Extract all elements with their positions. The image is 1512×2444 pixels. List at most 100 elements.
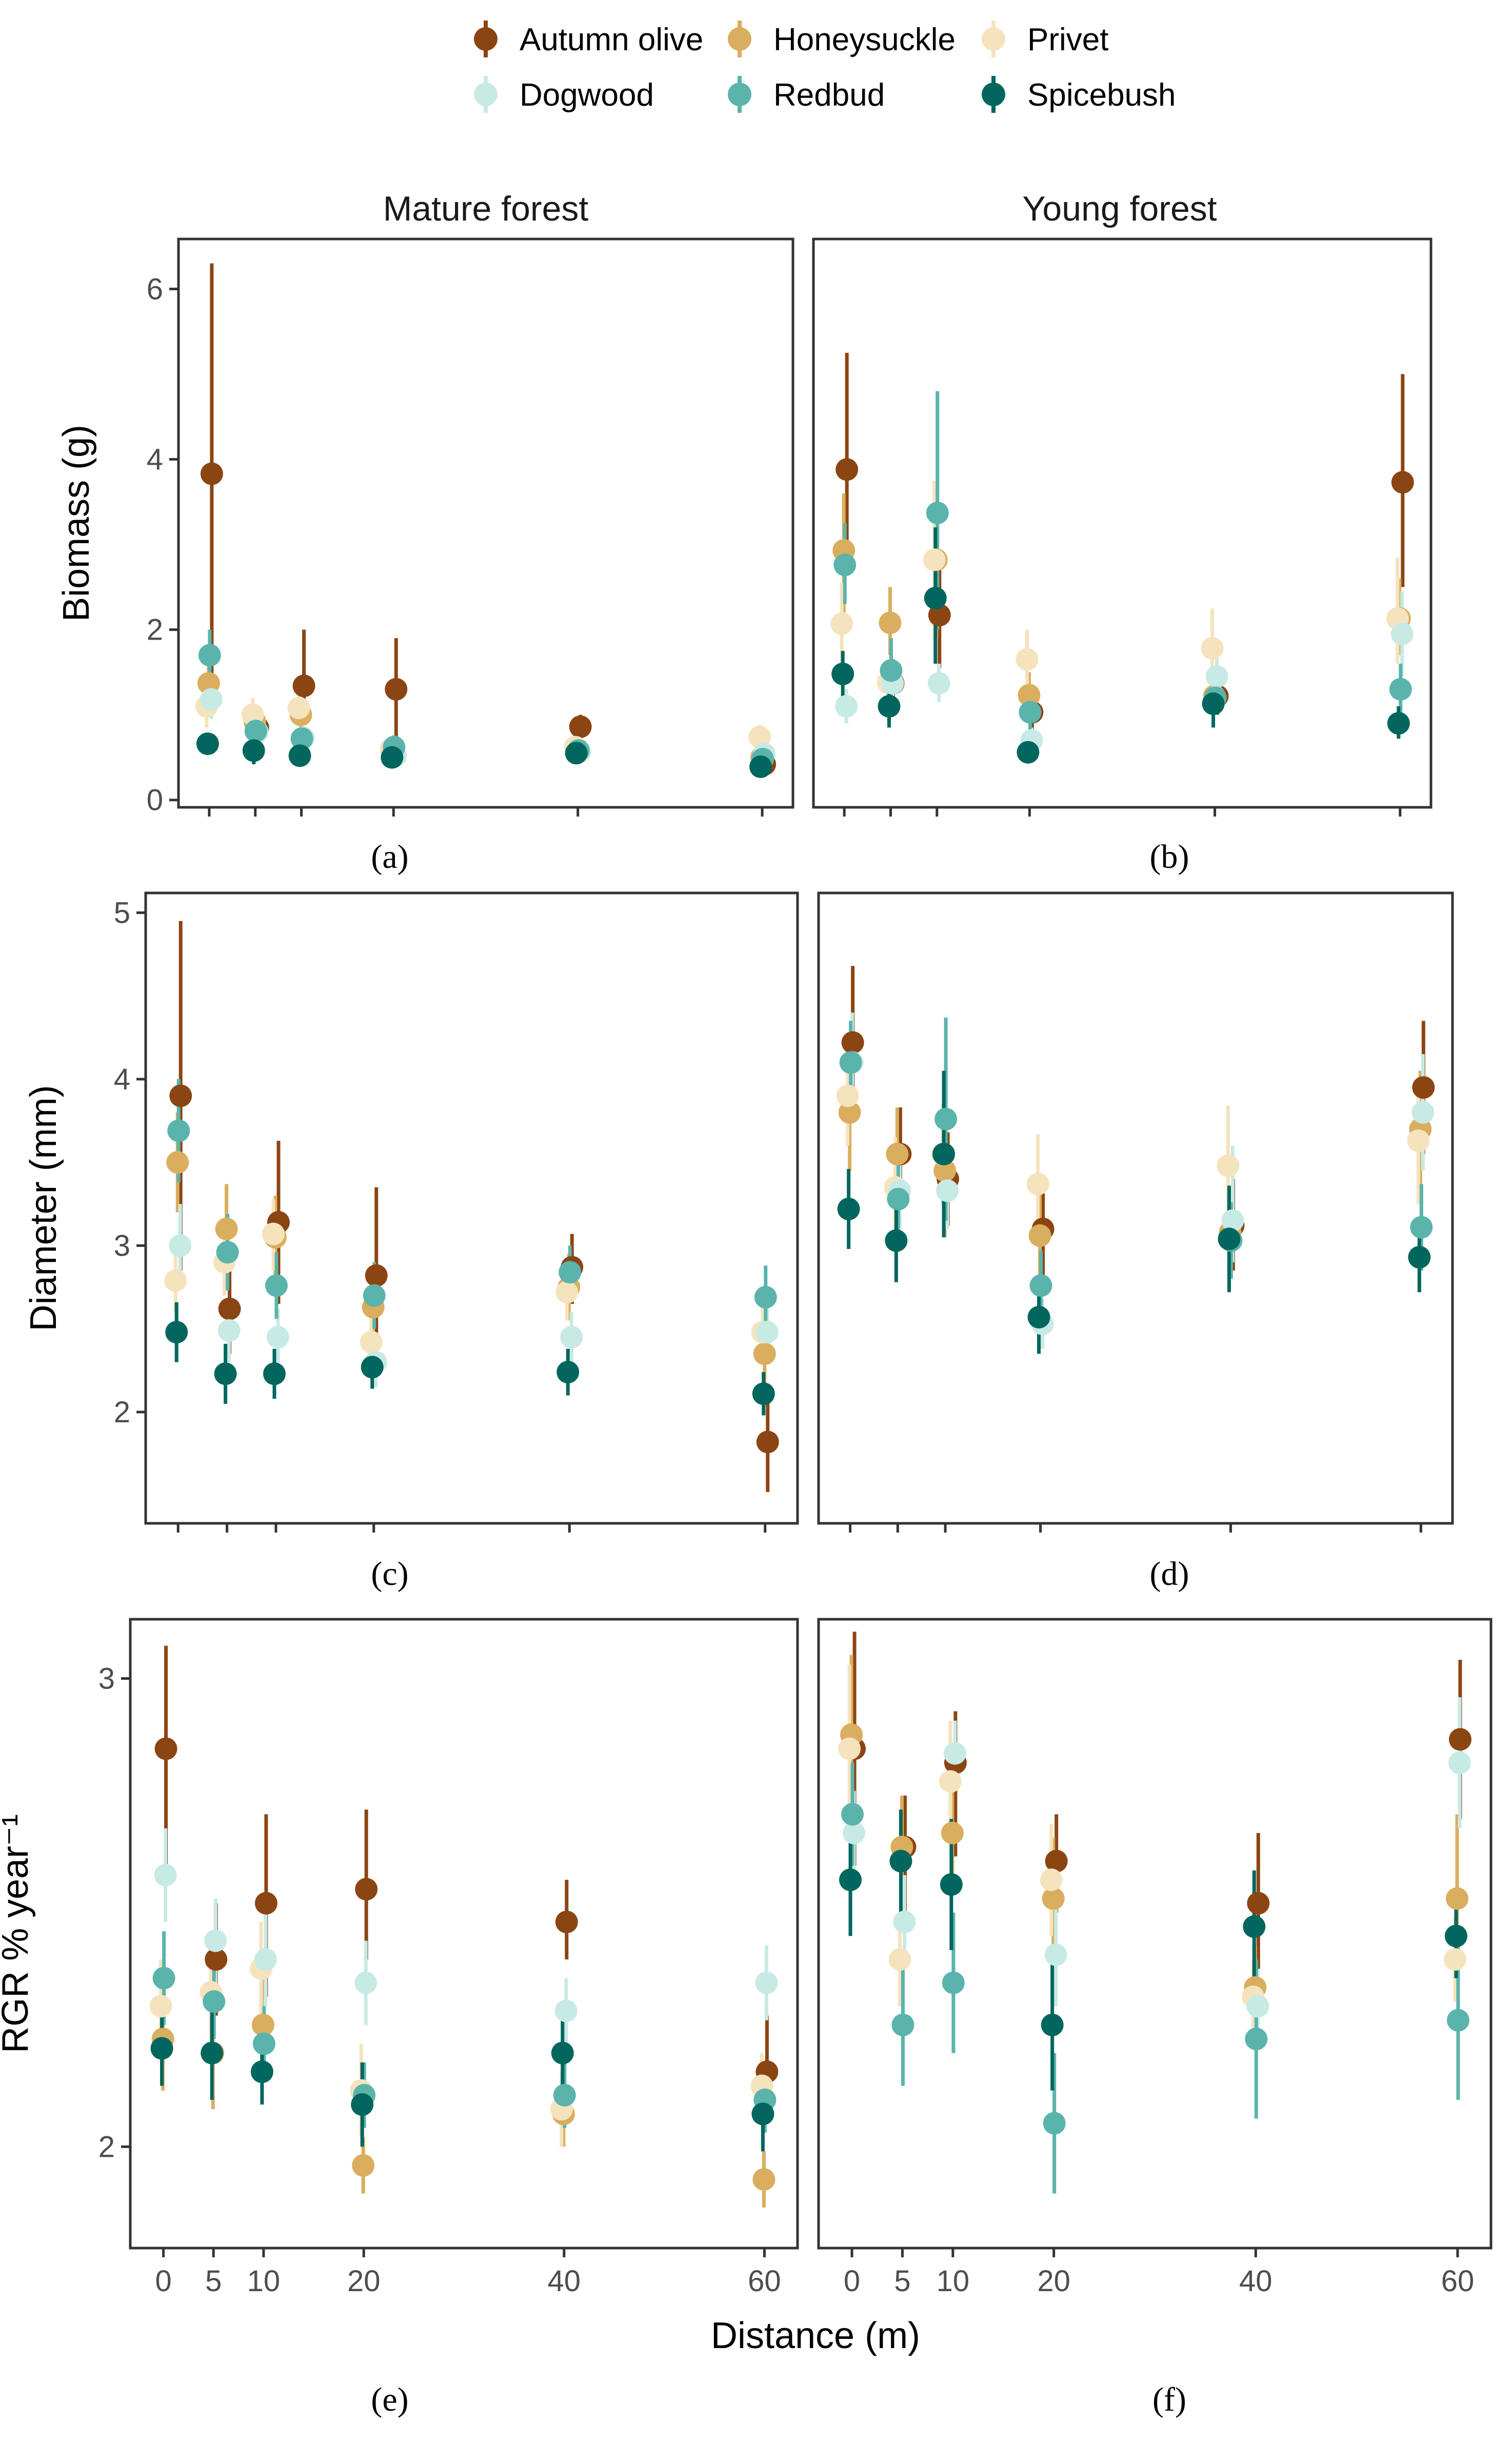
x-tick-label: 60 <box>748 2264 781 2298</box>
data-point <box>164 1269 187 1292</box>
points-spicebush <box>839 1850 1467 2036</box>
y-tick-label: 0 <box>147 784 163 817</box>
data-point <box>254 1892 277 1915</box>
points-spicebush <box>150 2037 774 2125</box>
data-point <box>149 1995 172 2018</box>
y-axis-title: RGR % year⁻¹ <box>0 1814 36 2053</box>
panel-letters: (a) (b) (c) (d) (e) (f) <box>371 838 1189 2418</box>
series-autumn-olive <box>210 263 767 770</box>
data-point <box>1407 1129 1430 1153</box>
points-autumn-olive <box>200 462 777 776</box>
data-point <box>215 1218 238 1241</box>
legend-label: Dogwood <box>520 77 654 113</box>
data-point <box>1391 471 1414 494</box>
x-tick-label: 0 <box>155 2264 171 2298</box>
points-honeysuckle <box>832 539 1411 708</box>
legend-key <box>474 27 498 51</box>
data-point <box>939 1770 962 1793</box>
data-point <box>940 1873 963 1896</box>
panel-frame <box>817 891 1454 1525</box>
panel-c: 2 3 4 5 Diameter (mm) <box>23 891 799 1533</box>
data-point <box>165 1321 188 1344</box>
data-point <box>265 1274 288 1297</box>
data-point <box>1019 701 1042 724</box>
series-privet <box>846 1046 1420 1238</box>
points-spicebush <box>165 1321 775 1405</box>
data-point <box>1218 1227 1241 1250</box>
points-honeysuckle <box>151 2013 775 2191</box>
data-point <box>150 2037 173 2060</box>
data-point <box>838 1101 861 1124</box>
data-point <box>216 1241 239 1264</box>
points-autumn-olive <box>154 1737 779 2083</box>
data-point <box>754 1286 777 1309</box>
data-point <box>1026 1173 1049 1196</box>
legend-item-autumn-olive: Autumn olive <box>474 21 703 57</box>
x-axis-title: Distance (m) <box>711 2315 920 2356</box>
facet-title-young-forest: Young forest <box>1022 189 1217 228</box>
points-privet <box>164 1222 774 1354</box>
points-privet <box>836 1084 1430 1199</box>
data-point <box>1444 1924 1467 1948</box>
data-point <box>755 1971 778 1994</box>
data-point <box>352 2154 375 2177</box>
points-honeysuckle <box>166 1151 776 1365</box>
data-point <box>560 1326 583 1349</box>
panel-letter: (f) <box>1152 2381 1186 2418</box>
data-point <box>365 1264 388 1287</box>
data-point <box>251 2013 274 2036</box>
points-privet <box>838 1737 1466 2009</box>
x-tick-label: 5 <box>205 2264 222 2298</box>
data-point <box>205 1948 228 1971</box>
points-dogwood <box>843 1742 1471 2018</box>
data-point <box>204 1929 227 1952</box>
data-point <box>943 1742 966 1765</box>
series-honeysuckle <box>161 1978 766 2208</box>
data-point <box>941 1821 964 1844</box>
data-point <box>936 1179 959 1202</box>
x-tick-label: 60 <box>1441 2264 1475 2298</box>
data-point <box>214 1362 237 1385</box>
data-point <box>838 1737 861 1760</box>
y-axis-title: Biomass (g) <box>56 425 97 622</box>
data-point <box>926 502 949 525</box>
data-point <box>1443 1948 1466 1971</box>
series-privet <box>173 1199 765 1370</box>
series-honeysuckle <box>849 1655 1459 2030</box>
data-point <box>355 1878 378 1901</box>
points-autumn-olive <box>835 458 1414 724</box>
data-point <box>203 1990 226 2013</box>
panels: 0 2 4 6 Biomass (g) 2 3 4 5 Diameter (mm) 2 3 RGR % … <box>0 237 1493 2298</box>
points-dogwood <box>154 1863 778 2022</box>
data-point <box>830 612 853 635</box>
data-point <box>169 1084 192 1107</box>
data-point <box>287 697 310 720</box>
data-point <box>831 662 854 685</box>
data-point <box>1027 1306 1050 1329</box>
data-point <box>354 1971 377 1994</box>
points-autumn-olive <box>843 1728 1471 1915</box>
legend-label: Redbud <box>773 77 885 113</box>
data-point <box>290 727 313 750</box>
points-spicebush <box>837 1143 1431 1329</box>
data-point <box>152 1966 175 1990</box>
points-dogwood <box>841 1051 1435 1336</box>
y-tick-label: 4 <box>114 1063 130 1096</box>
data-point <box>198 644 221 667</box>
series-privet <box>847 1664 1457 2035</box>
panel-d <box>817 891 1454 1533</box>
data-point <box>933 1159 957 1182</box>
data-point <box>1448 1751 1471 1774</box>
data-point <box>841 1803 864 1826</box>
data-point <box>924 587 947 610</box>
data-point <box>1445 1887 1468 1910</box>
x-tick-label: 5 <box>894 2264 910 2298</box>
data-point <box>833 553 857 577</box>
data-point <box>200 462 223 485</box>
series-spicebush <box>160 2006 765 2152</box>
data-point <box>928 604 951 627</box>
data-point <box>923 548 946 571</box>
y-tick-label: 4 <box>147 443 163 476</box>
panel-letter: (b) <box>1150 838 1189 876</box>
